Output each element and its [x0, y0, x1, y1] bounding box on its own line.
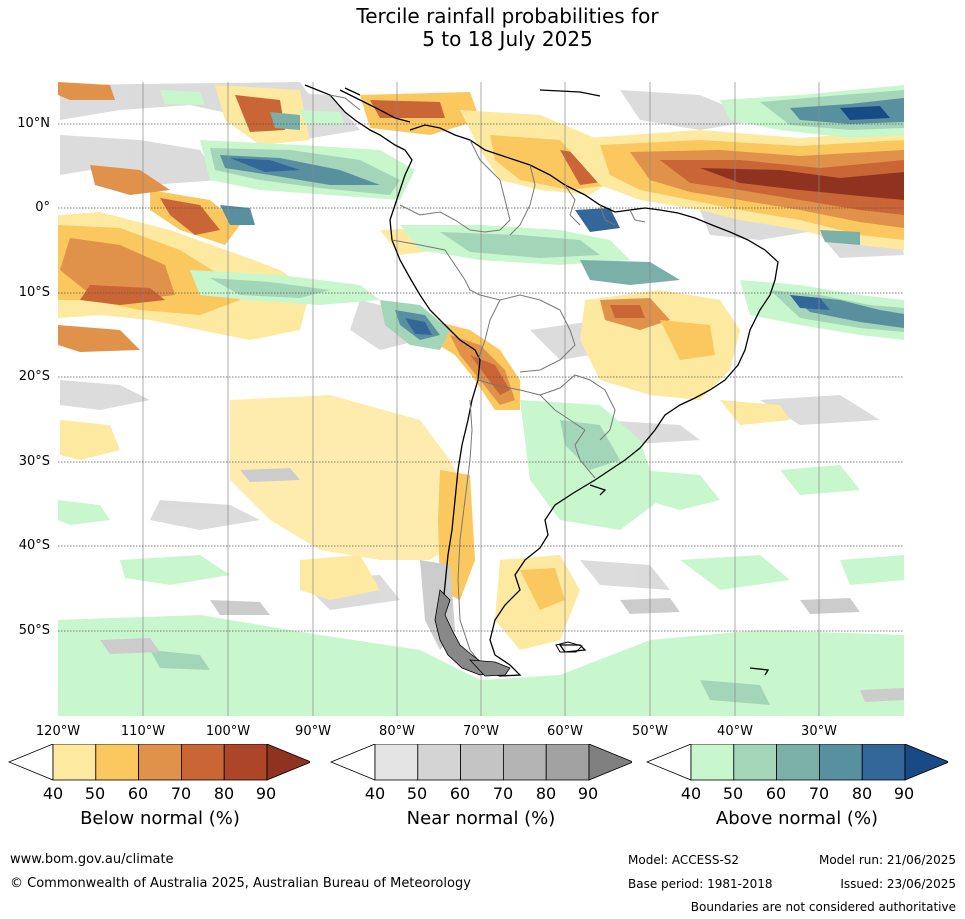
website-link[interactable]: www.bom.gov.au/climate	[10, 852, 174, 867]
lat-label-10n: 10°N	[17, 116, 50, 131]
lat-label-50s: 50°S	[18, 623, 50, 638]
near-tick-50: 50	[406, 784, 428, 803]
map-title-line2: 5 to 18 July 2025	[422, 27, 593, 51]
lat-label-10s: 10°S	[18, 285, 50, 300]
colorbar-high-triangle	[266, 744, 310, 781]
colorbar-segment	[460, 744, 504, 781]
colorbar-segment	[502, 744, 547, 781]
lon-label-120w: 120°W	[35, 724, 81, 739]
tierra-del-fuego	[434, 589, 511, 677]
below-tick-60: 60	[127, 784, 149, 803]
near-normal-colorbar	[330, 744, 632, 781]
colorbar-segment	[861, 744, 906, 781]
model-run-date: Model run: 21/06/2025	[818, 853, 956, 867]
lon-label-80w: 80°W	[379, 724, 415, 739]
colorbar-segment	[818, 744, 863, 781]
near-tick-90: 90	[577, 784, 599, 803]
below-tick-90: 90	[255, 784, 277, 803]
boundaries-disclaimer: Boundaries are not considered authoritat…	[690, 900, 956, 914]
colorbar-low-triangle	[8, 744, 54, 781]
near-tick-70: 70	[492, 784, 514, 803]
near-normal-title: Near normal (%)	[406, 808, 556, 829]
country-borders	[329, 94, 646, 666]
lon-label-30w: 30°W	[801, 724, 837, 739]
colorbar-segment	[690, 744, 735, 781]
lat-label-20s: 20°S	[18, 369, 50, 384]
colorbar-segment	[52, 744, 97, 781]
colorbar-segment	[95, 744, 140, 781]
near-tick-40: 40	[364, 784, 386, 803]
colorbar-segment	[180, 744, 225, 781]
below-tick-40: 40	[42, 784, 64, 803]
above-tick-70: 70	[808, 784, 830, 803]
colorbar-segment	[417, 744, 462, 781]
falklands	[555, 641, 583, 653]
below-tick-80: 80	[213, 784, 235, 803]
below-normal-title: Below normal (%)	[80, 808, 240, 829]
lat-label-40s: 40°S	[18, 538, 50, 553]
above-normal-title: Above normal (%)	[715, 808, 879, 829]
copyright-text: © Commonwealth of Australia 2025, Austra…	[10, 876, 471, 891]
colorbar-segment	[733, 744, 778, 781]
lon-label-100w: 100°W	[205, 724, 251, 739]
above-tick-40: 40	[680, 784, 702, 803]
above-tick-90: 90	[893, 784, 915, 803]
base-period: Base period: 1981-2018	[628, 877, 773, 891]
colorbar-low-triangle	[330, 744, 376, 781]
colorbar-high-triangle	[904, 744, 948, 781]
graticule	[142, 82, 820, 716]
colorbar-segment	[138, 744, 182, 781]
lon-label-40w: 40°W	[717, 724, 753, 739]
above-tick-80: 80	[851, 784, 873, 803]
below-tick-70: 70	[170, 784, 192, 803]
forecast-map	[58, 82, 904, 716]
model-name: Model: ACCESS-S2	[628, 853, 740, 867]
lon-label-90w: 90°W	[295, 724, 331, 739]
coastline	[304, 84, 779, 677]
lon-label-70w: 70°W	[463, 724, 499, 739]
lat-label-30s: 30°S	[18, 454, 50, 469]
colorbar-low-triangle	[646, 744, 692, 781]
lon-label-50w: 50°W	[632, 724, 668, 739]
below-tick-50: 50	[84, 784, 106, 803]
issued-date: Issued: 23/06/2025	[840, 877, 956, 891]
colorbar-segment	[223, 744, 268, 781]
below-normal-colorbar	[8, 744, 310, 781]
colorbar-segment	[776, 744, 820, 781]
above-tick-50: 50	[722, 784, 744, 803]
above-normal-areas	[58, 85, 904, 716]
colorbar-segment	[374, 744, 419, 781]
colorbar-high-triangle	[588, 744, 632, 781]
map-title-line1: Tercile rainfall probabilities for	[356, 4, 659, 28]
near-tick-60: 60	[449, 784, 471, 803]
lat-label-0: 0°	[35, 200, 50, 215]
above-normal-colorbar	[646, 744, 948, 781]
lon-label-60w: 60°W	[547, 724, 583, 739]
above-tick-60: 60	[765, 784, 787, 803]
colorbar-segment	[545, 744, 590, 781]
below-normal-areas	[58, 82, 904, 650]
near-tick-80: 80	[535, 784, 557, 803]
lon-label-110w: 110°W	[120, 724, 166, 739]
probability-shading	[58, 82, 904, 716]
